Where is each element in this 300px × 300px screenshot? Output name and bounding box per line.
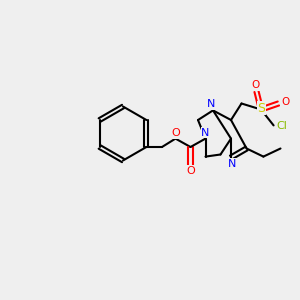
Text: N: N: [201, 128, 210, 138]
Text: O: O: [186, 166, 195, 176]
Text: Cl: Cl: [277, 121, 287, 131]
Text: S: S: [258, 101, 266, 115]
Text: O: O: [251, 80, 259, 91]
Text: N: N: [207, 99, 216, 109]
Text: N: N: [228, 159, 237, 169]
Text: O: O: [171, 128, 180, 138]
Text: O: O: [281, 97, 289, 107]
